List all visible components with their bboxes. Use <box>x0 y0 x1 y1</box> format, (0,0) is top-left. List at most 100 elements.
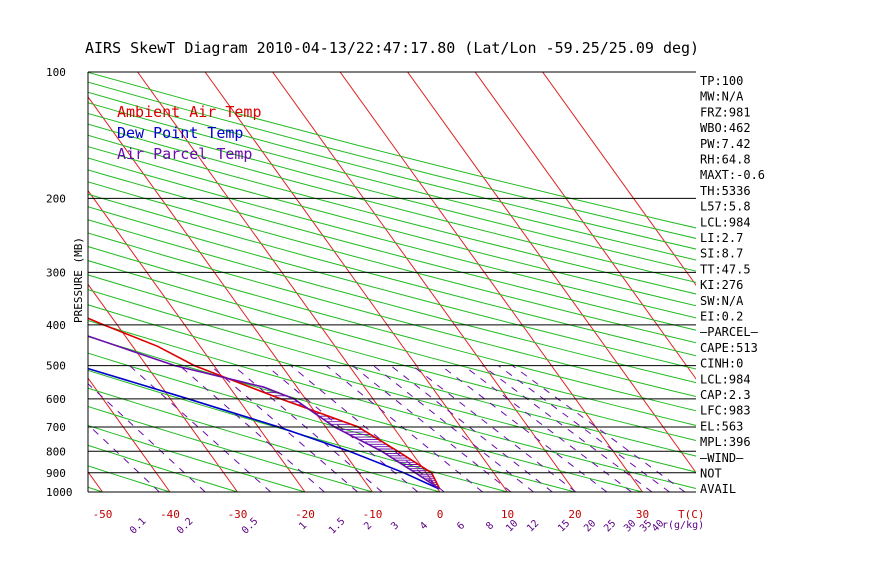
mixing-ratio-tick-label: 20 <box>582 518 598 534</box>
dry-adiabat-line <box>88 181 696 344</box>
bottom-temp-tick-label: -20 <box>295 508 315 521</box>
stat-item: —WIND— <box>700 451 744 465</box>
mixing-ratio-line <box>440 365 608 492</box>
dry-adiabat-line <box>88 134 696 295</box>
bottom-temp-tick-label: -10 <box>363 508 383 521</box>
temp-unit-label: T(C) <box>678 508 705 521</box>
dry-adiabat-line <box>88 193 696 357</box>
legend-entry: Dew Point Temp <box>117 124 243 142</box>
dry-adiabat-line <box>88 206 696 370</box>
dry-adiabat-line <box>88 444 238 492</box>
mixing-ratio-line <box>373 365 534 492</box>
mixing-ratio-line <box>390 365 553 492</box>
dry-adiabat-line <box>88 157 696 319</box>
stat-item: KI:276 <box>700 278 743 292</box>
pressure-tick-label: 600 <box>46 393 66 406</box>
pressure-tick-label: 500 <box>46 360 66 373</box>
stat-item: EL:563 <box>700 419 743 433</box>
dewpoint-line <box>88 367 439 490</box>
mixing-ratio-line <box>411 365 577 492</box>
isotherm-line <box>272 72 576 492</box>
stat-item: RH:64.8 <box>700 153 751 167</box>
chart-title: AIRS SkewT Diagram 2010-04-13/22:47:17.8… <box>85 39 699 57</box>
stat-item: AVAIL <box>700 482 736 496</box>
mixing-ratio-tick-label: 6 <box>455 520 467 532</box>
dry-adiabat-line <box>88 336 643 492</box>
dry-adiabat-line <box>88 260 696 426</box>
isotherm-line <box>88 189 306 492</box>
dry-adiabat-line <box>0 72 35 492</box>
bottom-temp-tick-label: -40 <box>160 508 180 521</box>
stat-item: LI:2.7 <box>700 231 743 245</box>
dry-adiabat-line <box>88 304 696 473</box>
mixing-ratio-tick-label: 8 <box>484 520 496 532</box>
background-grid <box>0 72 696 492</box>
pressure-tick-label: 300 <box>46 266 66 279</box>
legend: Ambient Air Temp Dew Point Temp Air Parcel… <box>117 103 262 163</box>
stat-item: —PARCEL— <box>700 325 759 339</box>
pressure-tick-label: 800 <box>46 445 66 458</box>
stat-item: LFC:983 <box>700 404 751 418</box>
dry-adiabat-line <box>88 246 696 412</box>
isotherm-line <box>88 283 238 492</box>
bottom-temp-tick-label: 30 <box>636 508 649 521</box>
mixing-ratio-line <box>326 365 483 492</box>
stat-item: TP:100 <box>700 74 743 88</box>
isotherm-line <box>474 72 696 380</box>
isotherm-line <box>88 377 171 492</box>
pressure-tick-label: 900 <box>46 467 66 480</box>
dry-adiabat-line <box>88 102 696 261</box>
stat-item: NOT <box>700 467 722 481</box>
stat-item: LCL:984 <box>700 372 751 386</box>
legend-entry: Air Parcel Temp <box>117 145 252 163</box>
dry-adiabat-line <box>88 232 696 398</box>
bottom-temp-tick-label: 0 <box>437 508 444 521</box>
mixing-ratio-line <box>179 365 325 492</box>
pressure-tick-label: 400 <box>46 319 66 332</box>
bottom-temp-tick-label: -50 <box>93 508 113 521</box>
mixing-ratio-tick-label: 2 <box>362 520 374 532</box>
stat-item: CAPE:513 <box>700 341 758 355</box>
dry-adiabat-line <box>88 146 696 307</box>
stat-item: MAXT:-0.6 <box>700 168 765 182</box>
dry-adiabat-line <box>88 352 576 492</box>
y-axis-label: PRESSURE (MB) <box>72 237 85 323</box>
mixing-ratio-tick-label: 1 <box>297 520 309 532</box>
stat-item: TH:5336 <box>700 184 751 198</box>
mixing-ratio-line <box>232 365 383 492</box>
dry-adiabat-line <box>88 274 696 442</box>
dry-adiabat-line <box>88 91 696 250</box>
dry-adiabat-line <box>88 219 696 384</box>
mixing-ratio-line <box>352 365 512 492</box>
mixing-ratio-tick-label: 4 <box>418 520 430 532</box>
isotherm-line <box>339 72 643 492</box>
dry-adiabat-line <box>88 112 696 272</box>
stat-item: LCL:984 <box>700 215 751 229</box>
stat-item: SI:8.7 <box>700 247 743 261</box>
parcel-temp-line <box>88 335 441 490</box>
bottom-temp-tick-label: -30 <box>228 508 248 521</box>
mixing-ratio-unit-label: r(g/kg) <box>662 520 704 531</box>
dry-adiabat-line <box>88 289 696 457</box>
pressure-tick-label: 200 <box>46 192 66 205</box>
mixing-ratio-tick-label: 12 <box>525 518 541 534</box>
stat-item: MW:N/A <box>700 90 744 104</box>
mixing-ratio-tick-label: 25 <box>602 518 618 534</box>
dry-adiabat-line <box>88 169 696 331</box>
stat-item: CINH:0 <box>700 357 743 371</box>
mixing-ratio-tick-label: 3 <box>389 520 401 532</box>
pressure-tick-label: 100 <box>46 66 66 79</box>
isotherm-line <box>204 72 508 492</box>
dry-adiabat-line <box>88 405 373 492</box>
stat-item: SW:N/A <box>700 294 744 308</box>
dry-adiabat-line <box>88 387 441 492</box>
isotherm-line <box>407 72 696 474</box>
stat-item: PW:7.42 <box>700 137 751 151</box>
mixing-ratio-tick-label: 0.1 <box>128 516 149 537</box>
isotherm-line <box>88 96 373 492</box>
stat-item: MPL:396 <box>700 435 751 449</box>
mixing-ratio-line <box>129 365 272 492</box>
stat-item: FRZ:981 <box>700 105 751 119</box>
